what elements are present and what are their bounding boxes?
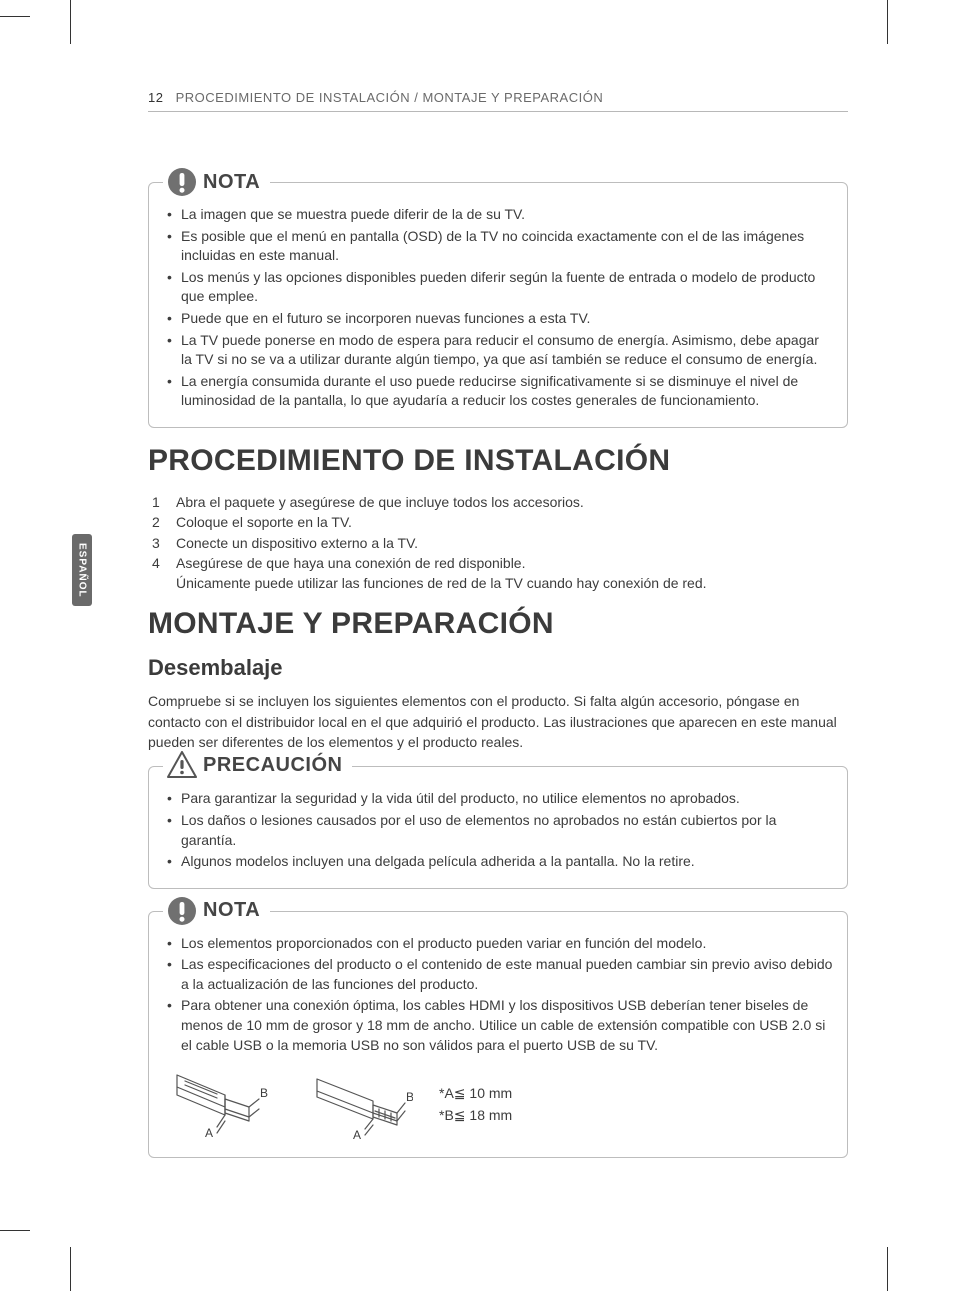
note-item: La imagen que se muestra puede diferir d…	[167, 205, 833, 225]
note-label: NOTA	[203, 899, 260, 922]
note-label: NOTA	[203, 171, 260, 194]
caution-label: PRECAUCIÓN	[203, 754, 342, 777]
caution-legend: PRECAUCIÓN	[163, 751, 352, 779]
step-item: Abra el paquete y asegúrese de que inclu…	[152, 492, 848, 512]
note-item: Para obtener una conexión óptima, los ca…	[167, 996, 833, 1055]
heading-procedimiento: PROCEDIMIENTO DE INSTALACIÓN	[148, 444, 848, 478]
connector-diagrams: B A	[163, 1065, 833, 1143]
install-steps: Abra el paquete y asegúrese de que inclu…	[148, 492, 848, 593]
heading-desembalaje: Desembalaje	[148, 655, 848, 681]
language-tab: ESPAÑOL	[72, 534, 92, 606]
note-icon	[167, 167, 197, 197]
caution-list: Para garantizar la seguridad y la vida ú…	[163, 789, 833, 871]
note-icon	[167, 896, 197, 926]
note-item: Es posible que el menú en pantalla (OSD)…	[167, 227, 833, 266]
note-item: Los menús y las opciones disponibles pue…	[167, 268, 833, 307]
note-legend: NOTA	[163, 896, 270, 926]
caution-item: Para garantizar la seguridad y la vida ú…	[167, 789, 833, 809]
heading-montaje: MONTAJE Y PREPARACIÓN	[148, 607, 848, 641]
note-item: Puede que en el futuro se incorporen nue…	[167, 309, 833, 329]
language-tab-label: ESPAÑOL	[77, 543, 88, 598]
desembalaje-body: Compruebe si se incluyen los siguientes …	[148, 691, 848, 752]
hdmi-connector-diagram: B A	[167, 1065, 277, 1143]
step-item: Asegúrese de que haya una conexión de re…	[152, 553, 848, 594]
caution-item: Los daños o lesiones causados por el uso…	[167, 811, 833, 850]
label-b: B	[406, 1090, 413, 1104]
page-content: 12 PROCEDIMIENTO DE INSTALACIÓN / MONTAJ…	[148, 90, 848, 1174]
note-item: La energía consumida durante el uso pued…	[167, 372, 833, 411]
note-item: Las especificaciones del producto o el c…	[167, 955, 833, 994]
note-box-1: NOTA La imagen que se muestra puede dife…	[148, 182, 848, 428]
label-a: A	[353, 1128, 361, 1142]
dim-a: *A≦ 10 mm	[439, 1082, 512, 1104]
note-list: La imagen que se muestra puede diferir d…	[163, 205, 833, 411]
caution-box: PRECAUCIÓN Para garantizar la seguridad …	[148, 766, 848, 888]
note-list: Los elementos proporcionados con el prod…	[163, 934, 833, 1056]
running-header: 12 PROCEDIMIENTO DE INSTALACIÓN / MONTAJ…	[148, 90, 848, 112]
note-box-2: NOTA Los elementos proporcionados con el…	[148, 911, 848, 1159]
note-item: La TV puede ponerse en modo de espera pa…	[167, 331, 833, 370]
note-legend: NOTA	[163, 167, 270, 197]
caution-icon	[167, 751, 197, 779]
note-item: Los elementos proporcionados con el prod…	[167, 934, 833, 954]
caution-item: Algunos modelos incluyen una delgada pel…	[167, 852, 833, 872]
label-a: A	[205, 1126, 213, 1140]
page-number: 12	[148, 90, 163, 105]
usb-connector-diagram: B A	[303, 1065, 413, 1143]
step-item: Conecte un dispositivo externo a la TV.	[152, 533, 848, 553]
dimension-notes: *A≦ 10 mm *B≦ 18 mm	[439, 1082, 512, 1127]
running-title: PROCEDIMIENTO DE INSTALACIÓN / MONTAJE Y…	[176, 90, 604, 105]
step-item: Coloque el soporte en la TV.	[152, 512, 848, 532]
dim-b: *B≦ 18 mm	[439, 1104, 512, 1126]
label-b: B	[260, 1086, 268, 1100]
